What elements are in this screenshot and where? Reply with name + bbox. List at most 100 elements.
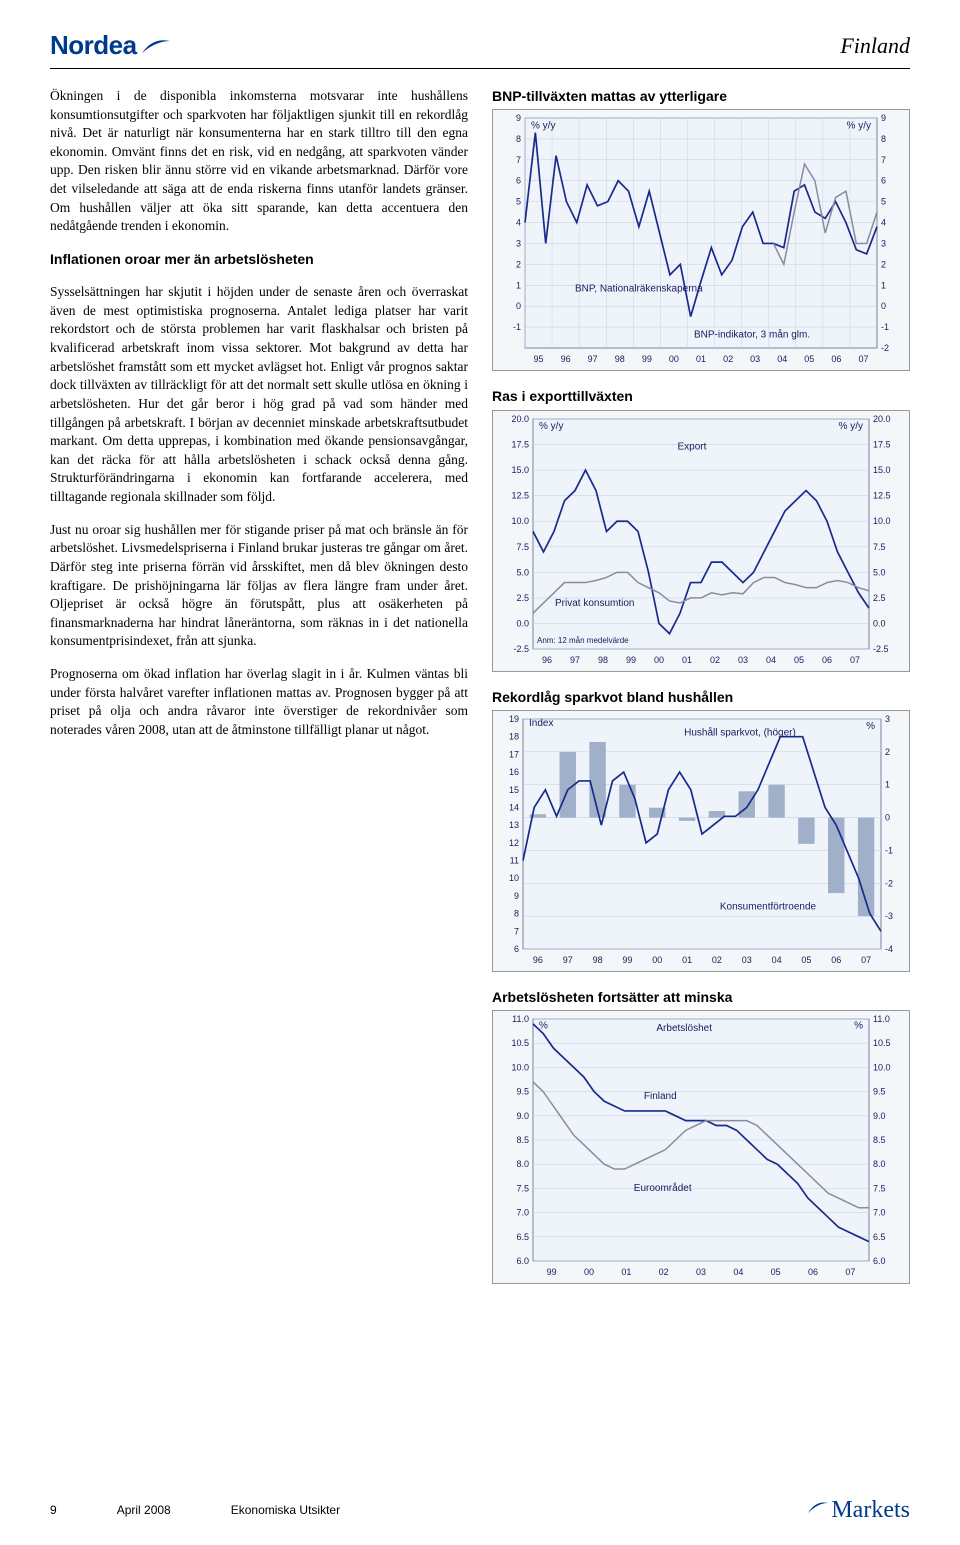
svg-text:20.0: 20.0	[511, 414, 529, 424]
svg-text:10.0: 10.0	[511, 516, 529, 526]
svg-text:18: 18	[509, 732, 519, 742]
svg-text:98: 98	[593, 955, 603, 965]
svg-text:98: 98	[598, 655, 608, 665]
svg-text:95: 95	[534, 354, 544, 364]
svg-text:97: 97	[563, 955, 573, 965]
svg-text:00: 00	[652, 955, 662, 965]
svg-text:2: 2	[885, 747, 890, 757]
svg-text:%: %	[539, 1021, 548, 1032]
svg-text:8: 8	[881, 134, 886, 144]
svg-text:01: 01	[696, 354, 706, 364]
svg-text:12.5: 12.5	[873, 490, 891, 500]
paragraph-1: Ökningen i de disponibla inkomsterna mot…	[50, 87, 468, 236]
svg-text:10: 10	[509, 873, 519, 883]
svg-text:97: 97	[570, 655, 580, 665]
svg-text:10.0: 10.0	[873, 1063, 891, 1073]
svg-text:99: 99	[642, 354, 652, 364]
paragraph-4: Prognoserna om ökad inflation har överla…	[50, 665, 468, 740]
svg-text:1: 1	[881, 280, 886, 290]
charts-column: BNP-tillväxten mattas av ytterligare 987…	[492, 87, 910, 1300]
svg-text:6.5: 6.5	[873, 1232, 886, 1242]
svg-text:03: 03	[750, 354, 760, 364]
svg-text:7.5: 7.5	[516, 1184, 529, 1194]
svg-text:14: 14	[509, 802, 519, 812]
svg-text:17.5: 17.5	[873, 439, 891, 449]
svg-text:9: 9	[514, 891, 519, 901]
chart-export: Ras i exporttillväxten 20.020.017.517.51…	[492, 387, 910, 671]
svg-text:7: 7	[516, 155, 521, 165]
svg-text:03: 03	[742, 955, 752, 965]
svg-text:00: 00	[584, 1267, 594, 1277]
svg-text:6: 6	[516, 176, 521, 186]
svg-text:2.5: 2.5	[516, 592, 529, 602]
svg-text:7.5: 7.5	[873, 541, 886, 551]
svg-text:-1: -1	[881, 322, 889, 332]
svg-text:8: 8	[516, 134, 521, 144]
svg-text:06: 06	[831, 955, 841, 965]
svg-text:1: 1	[885, 780, 890, 790]
footer-date: April 2008	[117, 1502, 171, 1519]
svg-text:17.5: 17.5	[511, 439, 529, 449]
paragraph-2: Sysselsättningen har skjutit i höjden un…	[50, 283, 468, 507]
chart-gdp-title: BNP-tillväxten mattas av ytterligare	[492, 87, 910, 106]
svg-text:98: 98	[615, 354, 625, 364]
svg-text:00: 00	[654, 655, 664, 665]
svg-text:7.0: 7.0	[516, 1208, 529, 1218]
svg-text:% y/y: % y/y	[531, 121, 555, 132]
svg-text:Finland: Finland	[644, 1091, 677, 1102]
svg-text:8.5: 8.5	[516, 1135, 529, 1145]
svg-text:5: 5	[516, 197, 521, 207]
page-header: Nordea Finland	[50, 28, 910, 69]
chart-unemployment: Arbetslösheten fortsätter att minska 11.…	[492, 988, 910, 1284]
svg-text:% y/y: % y/y	[539, 421, 563, 432]
svg-text:16: 16	[509, 767, 519, 777]
page-footer: 9 April 2008 Ekonomiska Utsikter Markets	[50, 1494, 910, 1527]
svg-text:04: 04	[766, 655, 776, 665]
svg-text:07: 07	[845, 1267, 855, 1277]
svg-text:2.5: 2.5	[873, 592, 886, 602]
svg-text:5.0: 5.0	[873, 567, 886, 577]
svg-text:7: 7	[881, 155, 886, 165]
svg-text:0.0: 0.0	[516, 618, 529, 628]
brand-name: Nordea	[50, 28, 137, 64]
svg-text:-2.5: -2.5	[513, 644, 529, 654]
svg-text:97: 97	[588, 354, 598, 364]
svg-text:7: 7	[514, 926, 519, 936]
paragraph-3: Just nu oroar sig hushållen mer för stig…	[50, 521, 468, 651]
svg-text:BNP, Nationalräkenskaperna: BNP, Nationalräkenskaperna	[575, 284, 703, 295]
svg-text:15.0: 15.0	[873, 465, 891, 475]
svg-text:Arbetslöshet: Arbetslöshet	[656, 1023, 712, 1034]
svg-text:6: 6	[881, 176, 886, 186]
svg-text:6.0: 6.0	[873, 1256, 886, 1266]
svg-text:05: 05	[794, 655, 804, 665]
region-title: Finland	[840, 31, 910, 61]
svg-text:Privat konsumtion: Privat konsumtion	[555, 598, 634, 609]
brand-logo: Nordea	[50, 28, 171, 64]
svg-text:%: %	[854, 1021, 863, 1032]
svg-text:01: 01	[682, 655, 692, 665]
chart-unemployment-title: Arbetslösheten fortsätter att minska	[492, 988, 910, 1007]
svg-text:3: 3	[516, 239, 521, 249]
svg-text:11: 11	[510, 855, 519, 865]
svg-text:-4: -4	[885, 944, 893, 954]
svg-text:15: 15	[509, 785, 519, 795]
svg-text:17: 17	[509, 749, 519, 759]
svg-text:8.0: 8.0	[516, 1159, 529, 1169]
svg-text:02: 02	[659, 1267, 669, 1277]
svg-text:07: 07	[850, 655, 860, 665]
svg-text:-1: -1	[513, 322, 521, 332]
svg-text:6: 6	[514, 944, 519, 954]
svg-text:7.0: 7.0	[873, 1208, 886, 1218]
svg-text:04: 04	[777, 354, 787, 364]
svg-text:9: 9	[516, 113, 521, 123]
svg-text:0: 0	[516, 301, 521, 311]
svg-text:99: 99	[547, 1267, 557, 1277]
svg-text:06: 06	[831, 354, 841, 364]
svg-text:20.0: 20.0	[873, 414, 891, 424]
svg-text:2: 2	[881, 260, 886, 270]
page-number: 9	[50, 1502, 57, 1519]
body-text-column: Ökningen i de disponibla inkomsterna mot…	[50, 87, 468, 1300]
svg-text:07: 07	[861, 955, 871, 965]
svg-text:5.0: 5.0	[516, 567, 529, 577]
svg-text:7.5: 7.5	[516, 541, 529, 551]
